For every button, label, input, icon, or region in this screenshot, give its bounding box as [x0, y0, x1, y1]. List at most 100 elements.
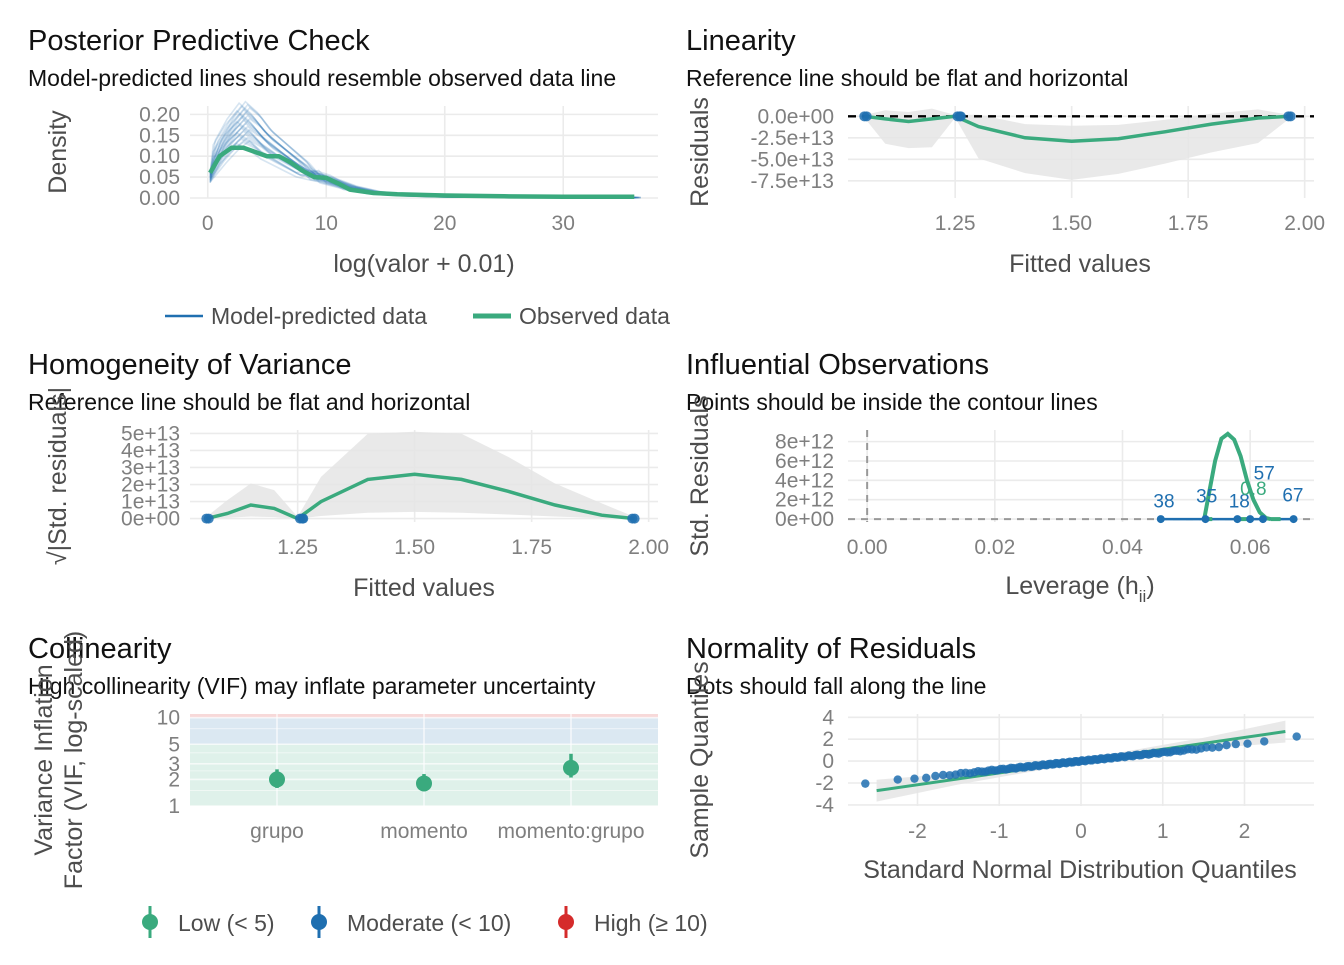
influence-point-2 — [1233, 515, 1242, 524]
linearity-subtitle: Reference line should be flat and horizo… — [686, 65, 1128, 91]
linearity-ytick-3: -7.5e+13 — [751, 170, 835, 193]
linearity-confidence-band — [864, 108, 1291, 180]
ppc-xtick-0: 0 — [202, 212, 214, 235]
linearity-point-1 — [861, 111, 872, 122]
linearity-ytick-2: -5.0e+13 — [751, 148, 835, 171]
collinearity-xtick-2: momento:grupo — [497, 820, 644, 843]
legend-low-label: Low (< 5) — [178, 910, 275, 936]
homogeneity-title: Homogeneity of Variance — [28, 349, 351, 381]
ppc-ytick-3: 0.15 — [139, 124, 180, 147]
homogeneity-ytick-2: 2e+13 — [121, 474, 180, 497]
normality-point-5 — [938, 770, 948, 780]
normality-point-117 — [1243, 739, 1252, 748]
collinearity-ytick-1: 2 — [168, 768, 180, 791]
influence-xtick-2: 0.04 — [1102, 536, 1143, 559]
normality-point-0 — [861, 779, 870, 788]
collinearity-ylabel-line2: Factor (VIF, log-scaled) — [60, 631, 88, 889]
homogeneity-xtick-2: 1.75 — [511, 536, 552, 559]
influence-point-0 — [1156, 515, 1165, 524]
homogeneity-ytick-0: 0e+00 — [121, 508, 180, 531]
ppc-ytick-2: 0.10 — [139, 145, 180, 168]
homogeneity-point-4 — [298, 513, 309, 524]
panel-ppc: Posterior Predictive Check Model-predict… — [28, 25, 670, 329]
normality-point-3 — [922, 773, 931, 783]
homogeneity-ylabel: √|Std. residuals| — [44, 387, 72, 565]
collinearity-ytick-3: 5 — [168, 733, 180, 756]
ppc-ytick-0: 0.00 — [139, 187, 180, 210]
linearity-point-6 — [1285, 111, 1296, 122]
collinearity-legend: Low (< 5) Moderate (< 10) High (≥ 10) — [142, 906, 708, 938]
influence-contour-line — [1202, 431, 1272, 522]
linearity-point-4 — [955, 111, 966, 122]
legend-high-key-dot — [558, 914, 574, 930]
influence-label-2: 18 — [1229, 491, 1250, 512]
influence-xtick-3: 0.06 — [1230, 536, 1271, 559]
influence-xtick-1: 0.02 — [974, 536, 1015, 559]
homogeneity-point-6 — [629, 513, 640, 524]
influence-ylabel: Std. Residuals — [686, 395, 714, 556]
ppc-subtitle: Model-predicted lines should resemble ob… — [28, 65, 616, 91]
influence-label-0: 38 — [1153, 491, 1174, 512]
collinearity-title: Collinearity — [28, 633, 172, 665]
influence-xtick-0: 0.00 — [847, 536, 888, 559]
collinearity-ylabel-line1: Variance Inflation — [30, 664, 58, 855]
normality-point-115 — [1222, 741, 1231, 750]
homogeneity-plot-area: 1.25 1.50 1.75 2.00 0e+001e+132e+133e+134e+1… — [121, 422, 669, 559]
normality-ytick-0: 4 — [822, 706, 834, 729]
homogeneity-subtitle: Reference line should be flat and horizo… — [28, 389, 470, 415]
legend-model-predicted-label: Model-predicted data — [211, 303, 427, 329]
influence-label-5: 67 — [1282, 486, 1303, 507]
homogeneity-ytick-5: 5e+13 — [121, 422, 180, 445]
panel-normality: Normality of Residuals Dots should fall … — [686, 633, 1314, 884]
homogeneity-xtick-3: 2.00 — [628, 536, 669, 559]
influence-label-4: 57 — [1254, 463, 1275, 484]
linearity-plot-area: 1.25 1.50 1.75 2.00 0.0e+00-2.5e+13-5.0e+13-… — [751, 105, 1326, 235]
normality-point-119 — [1292, 732, 1301, 741]
homogeneity-xtick-0: 1.25 — [277, 536, 318, 559]
influence-point-3 — [1246, 515, 1255, 524]
normality-point-2 — [910, 774, 919, 783]
linearity-smooth-line — [864, 114, 1291, 144]
influence-point-5 — [1289, 515, 1298, 524]
collinearity-point-momento:grupo — [563, 759, 579, 776]
collinearity-ytick-0: 1 — [168, 795, 180, 818]
normality-point-118 — [1260, 737, 1269, 746]
collinearity-xtick-0: grupo — [250, 820, 304, 843]
collinearity-xtick-1: momento — [380, 820, 468, 843]
normality-point-116 — [1231, 739, 1240, 749]
ppc-title: Posterior Predictive Check — [28, 25, 370, 57]
linearity-ytick-0: 0.0e+00 — [758, 105, 835, 128]
legend-high-label: High (≥ 10) — [594, 910, 708, 936]
influence-ytick-1: 2e+12 — [775, 489, 834, 512]
linearity-xtick-3: 2.00 — [1284, 212, 1325, 235]
ppc-xtick-1: 10 — [315, 212, 338, 235]
influence-xlabel-main: Leverage (h — [1005, 572, 1138, 600]
normality-ytick-2: 0 — [822, 750, 834, 773]
influence-title: Influential Observations — [686, 349, 989, 381]
homogeneity-ytick-4: 4e+13 — [121, 439, 180, 462]
normality-xtick-1: -1 — [990, 820, 1009, 843]
panel-homogeneity: Homogeneity of Variance Reference line s… — [28, 349, 669, 602]
influence-ytick-0: 0e+00 — [775, 508, 834, 531]
normality-point-1 — [893, 775, 902, 784]
linearity-ytick-1: -2.5e+13 — [751, 127, 835, 150]
ppc-ytick-4: 0.20 — [139, 103, 180, 126]
homogeneity-ytick-3: 3e+13 — [121, 456, 180, 479]
linearity-xlabel: Fitted values — [1009, 250, 1151, 278]
linearity-xtick-0: 1.25 — [935, 212, 976, 235]
influence-xlabel: Leverage (hii) — [1005, 572, 1154, 606]
influence-xlabel-close: ) — [1146, 572, 1154, 600]
collinearity-ytick-4: 10 — [157, 707, 180, 730]
ppc-xtick-3: 30 — [552, 212, 575, 235]
normality-ytick-4: -4 — [815, 794, 834, 817]
collinearity-point-momento — [416, 775, 432, 792]
collinearity-plot-area: grupo momento momento:grupo 1 235 10 — [157, 707, 658, 843]
influence-subtitle: Points should be inside the contour line… — [686, 389, 1098, 415]
normality-xtick-0: -2 — [908, 820, 927, 843]
normality-xtick-4: 2 — [1239, 820, 1251, 843]
normality-subtitle: Dots should fall along the line — [686, 673, 986, 699]
linearity-title: Linearity — [686, 25, 796, 57]
influence-ytick-2: 4e+12 — [775, 469, 834, 492]
